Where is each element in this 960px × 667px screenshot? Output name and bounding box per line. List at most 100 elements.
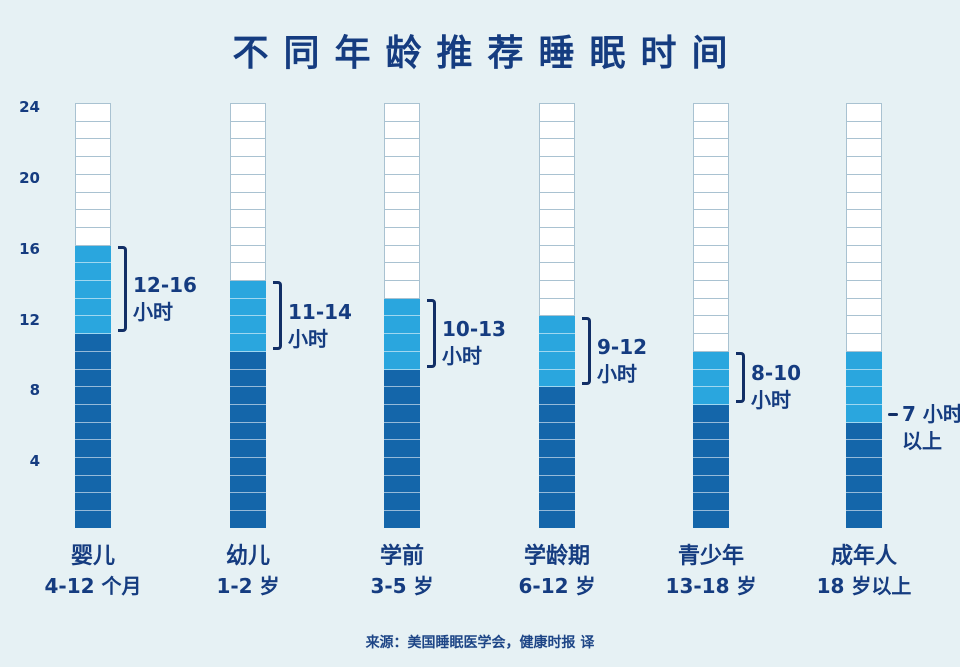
hour-cell (539, 245, 575, 264)
range-label-line1: 7 小时 (902, 401, 960, 426)
hour-cell (539, 369, 575, 388)
hour-cell (539, 210, 575, 228)
group-name: 成年人 (830, 544, 897, 569)
hour-cell (693, 210, 729, 228)
group-name: 幼儿 (225, 544, 270, 569)
hour-cell (75, 192, 111, 211)
range-label: 9-12 小时 (597, 334, 647, 388)
sleep-bar (230, 103, 266, 528)
hour-cell (230, 121, 266, 140)
hour-cell (539, 227, 575, 246)
hour-cell (539, 121, 575, 140)
hour-cell (384, 404, 420, 423)
hour-cell (230, 511, 266, 528)
hour-cell (384, 210, 420, 228)
range-bracket (118, 245, 127, 333)
hour-cell (384, 316, 420, 335)
hour-cell (75, 139, 111, 158)
group-age-range: 1-2 岁 (216, 574, 280, 598)
hour-cell (384, 440, 420, 459)
hour-cell (846, 227, 882, 246)
range-label: 11-14 小时 (288, 299, 352, 353)
hour-cell (384, 227, 420, 246)
hour-cell (75, 475, 111, 494)
hour-cell (384, 281, 420, 299)
range-label-line2: 小时 (751, 388, 791, 413)
hour-cell (75, 493, 111, 512)
range-dash (888, 412, 898, 416)
hour-cell (539, 404, 575, 423)
hour-cell (384, 458, 420, 476)
sleep-bar (384, 103, 420, 528)
hour-cell (230, 440, 266, 459)
hour-cell (384, 263, 420, 282)
hour-cell (846, 121, 882, 140)
range-label: 10-13 小时 (442, 316, 506, 370)
hour-cell (75, 316, 111, 335)
hour-cell (384, 387, 420, 405)
hour-cell (846, 139, 882, 158)
y-axis-tick: 8 (29, 381, 40, 400)
hour-cell (846, 157, 882, 175)
y-axis-tick: 20 (19, 168, 40, 187)
group-label: 学前 3-5 岁 (322, 541, 482, 601)
hour-cell (384, 298, 420, 317)
y-axis-tick: 16 (19, 239, 40, 258)
y-axis-tick: 24 (19, 98, 40, 116)
hour-cell (75, 334, 111, 352)
hour-cell (846, 245, 882, 264)
hour-cell (75, 351, 111, 370)
hour-cell (693, 387, 729, 405)
hour-cell (693, 511, 729, 528)
hour-cell (384, 475, 420, 494)
hour-cell (693, 404, 729, 423)
hour-cell (75, 422, 111, 441)
hour-cell (384, 493, 420, 512)
hour-cell (693, 174, 729, 193)
hour-cell (384, 245, 420, 264)
group-name: 青少年 (677, 544, 744, 569)
hour-cell (846, 298, 882, 317)
hour-cell (539, 157, 575, 175)
range-label-line1: 10-13 (442, 317, 506, 342)
hour-cell (693, 245, 729, 264)
hour-cell (384, 511, 420, 528)
hour-cell (693, 103, 729, 122)
group-age-range: 4-12 个月 (44, 574, 142, 598)
hour-cell (846, 422, 882, 441)
hour-cell (230, 210, 266, 228)
hour-cell (539, 192, 575, 211)
hour-cell (75, 174, 111, 193)
hour-cell (846, 103, 882, 122)
hour-cell (75, 369, 111, 388)
hour-cell (384, 121, 420, 140)
sleep-bar (75, 103, 111, 528)
hour-cell (539, 493, 575, 512)
source-note: 来源：美国睡眠医学会，健康时报 译 (365, 635, 595, 651)
hour-cell (693, 298, 729, 317)
hour-cell (693, 316, 729, 335)
hour-cell (75, 263, 111, 282)
hour-cell (693, 458, 729, 476)
hour-cell (75, 458, 111, 476)
hour-cell (693, 139, 729, 158)
hour-cell (75, 404, 111, 423)
group-label: 学龄期 6-12 岁 (477, 541, 637, 601)
hour-cell (230, 103, 266, 122)
hour-cell (230, 422, 266, 441)
hour-cell (230, 298, 266, 317)
range-label-line2: 小时 (133, 299, 173, 324)
hour-cell (693, 121, 729, 140)
hour-cell (693, 263, 729, 282)
range-label: 8-10 小时 (751, 360, 801, 414)
group-label: 青少年 13-18 岁 (631, 541, 791, 601)
hour-cell (846, 281, 882, 299)
bar-column-2: 11-14 小时 (230, 103, 352, 528)
hour-cell (693, 475, 729, 494)
range-label-line2: 小时 (288, 326, 328, 351)
range-label-line2: 以上 (902, 428, 942, 453)
hour-cell (384, 351, 420, 370)
hour-cell (539, 334, 575, 352)
hour-cell (230, 493, 266, 512)
